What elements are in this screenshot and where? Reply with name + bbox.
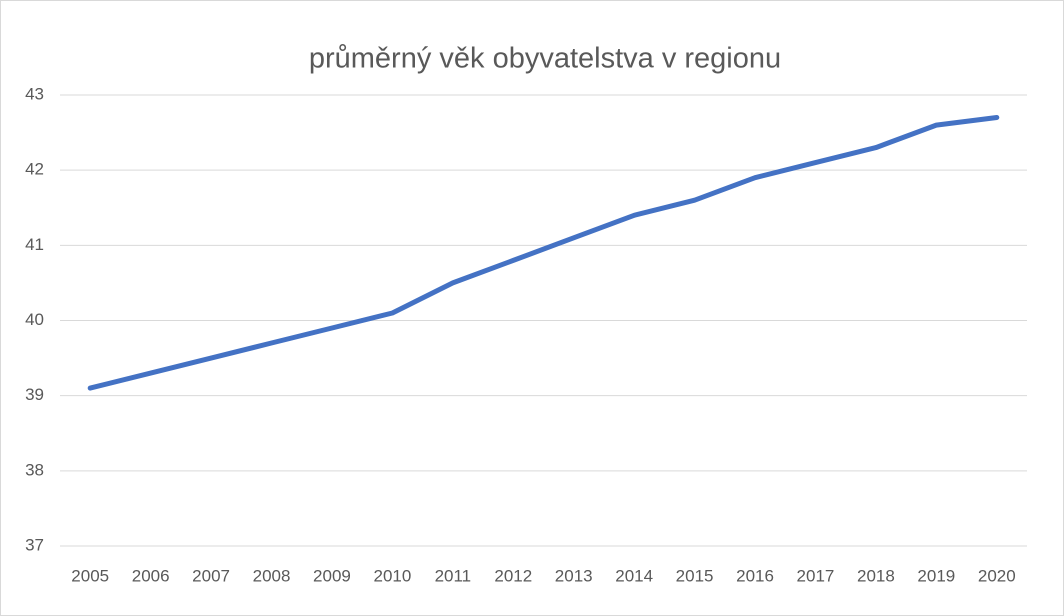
- y-tick-label: 40: [25, 310, 44, 329]
- chart-title: průměrný věk obyvatelstva v regionu: [309, 43, 781, 75]
- x-tick-label: 2010: [373, 566, 411, 585]
- x-tick-label: 2019: [917, 566, 955, 585]
- x-tick-label: 2005: [71, 566, 109, 585]
- y-tick-label: 43: [25, 84, 44, 103]
- x-tick-label: 2008: [253, 566, 291, 585]
- x-tick-label: 2020: [978, 566, 1016, 585]
- x-tick-label: 2012: [494, 566, 532, 585]
- x-tick-label: 2006: [132, 566, 170, 585]
- data-line: [87, 115, 1000, 391]
- y-tick-label: 42: [25, 160, 44, 179]
- x-tick-label: 2017: [797, 566, 835, 585]
- x-tick-label: 2011: [435, 566, 472, 585]
- y-tick-label: 41: [25, 235, 44, 254]
- x-tick-label: 2018: [857, 566, 895, 585]
- y-tick-label: 38: [25, 460, 44, 479]
- x-tick-label: 2007: [192, 566, 230, 585]
- x-tick-label: 2013: [555, 566, 593, 585]
- x-tick-label: 2016: [736, 566, 774, 585]
- y-tick-label: 39: [25, 385, 44, 404]
- y-tick-label: 37: [25, 535, 44, 554]
- x-tick-label: 2015: [676, 566, 714, 585]
- x-tick-label: 2009: [313, 566, 351, 585]
- x-tick-label: 2014: [615, 566, 653, 585]
